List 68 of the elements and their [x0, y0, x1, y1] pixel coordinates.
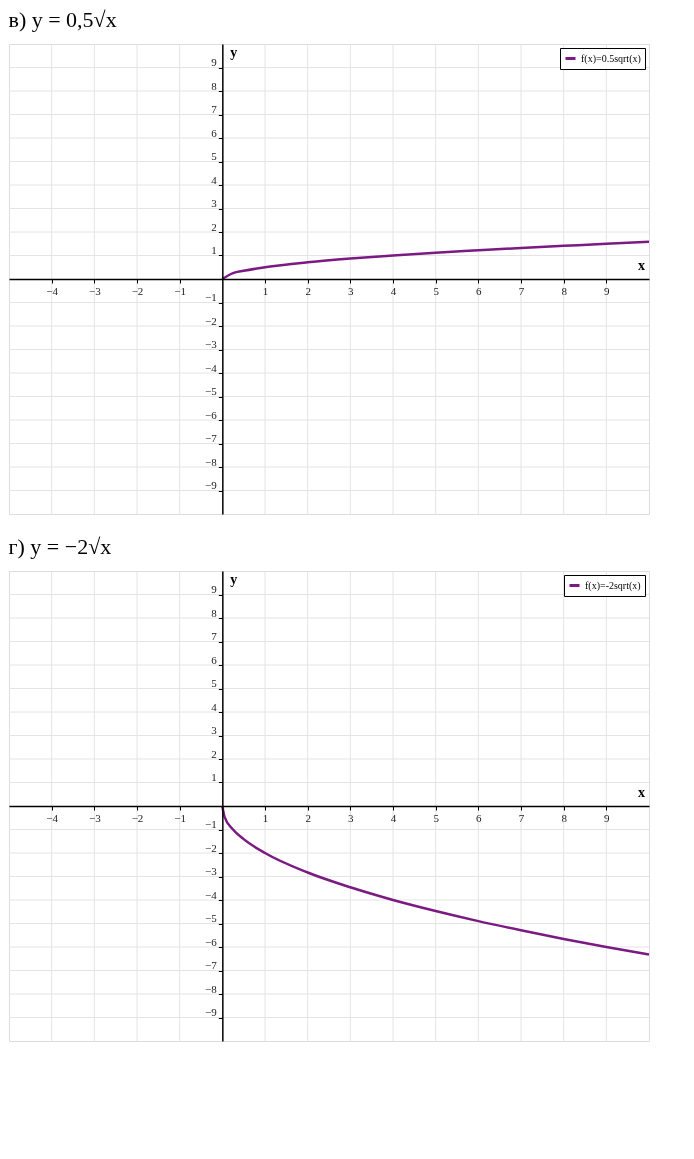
- y-tick-label: 1: [211, 244, 217, 256]
- x-tick-label: 3: [348, 284, 355, 297]
- y-tick-label: 8: [211, 79, 218, 92]
- y-tick-label: 4: [211, 173, 218, 186]
- y-tick-label: 2: [211, 747, 217, 760]
- x-tick-label: 9: [604, 811, 611, 824]
- y-tick-label: −8: [205, 455, 218, 468]
- y-tick-label: −6: [205, 408, 218, 421]
- legend-label: f(x)=-2sqrt(x): [585, 579, 641, 592]
- y-tick-label: 5: [211, 677, 218, 689]
- y-tick-label: −3: [205, 338, 218, 350]
- y-tick-label: 2: [211, 220, 217, 233]
- x-tick-label: 6: [476, 284, 483, 297]
- x-tick-label: −2: [131, 811, 144, 824]
- y-tick-label: −7: [205, 432, 218, 444]
- y-tick-label: 6: [211, 653, 218, 666]
- x-axis-title: x: [638, 258, 645, 273]
- x-tick-label: 4: [390, 284, 397, 297]
- y-tick-label: −2: [205, 314, 217, 327]
- x-tick-label: 1: [262, 284, 269, 297]
- x-tick-label: −3: [88, 811, 102, 824]
- y-tick-label: 4: [211, 700, 218, 713]
- x-tick-label: 2: [305, 811, 311, 824]
- y-tick-label: −9: [205, 479, 218, 491]
- x-tick-label: 6: [476, 811, 483, 824]
- y-tick-label: 7: [211, 103, 218, 115]
- y-tick-label: 7: [211, 630, 218, 642]
- x-tick-label: 7: [518, 284, 525, 297]
- y-tick-label: −2: [205, 841, 217, 854]
- x-axis-title: x: [638, 785, 645, 800]
- y-tick-label: −9: [205, 1006, 218, 1018]
- y-tick-label: −5: [205, 912, 218, 924]
- x-tick-label: 5: [433, 811, 440, 824]
- y-tick-label: −4: [205, 361, 218, 374]
- chart-title: г) y = −2√x: [8, 533, 112, 559]
- x-tick-label: −3: [88, 284, 102, 297]
- x-tick-label: 8: [561, 284, 568, 297]
- x-tick-label: −1: [174, 811, 187, 824]
- y-tick-label: 5: [211, 150, 218, 162]
- y-tick-label: 3: [211, 197, 218, 209]
- y-axis-title: y: [230, 572, 238, 587]
- y-tick-label: 1: [211, 771, 217, 783]
- x-tick-label: 4: [390, 811, 397, 824]
- chart-title: в) y = 0,5√x: [8, 6, 117, 32]
- y-tick-label: −8: [205, 982, 218, 995]
- x-tick-label: 9: [604, 284, 611, 297]
- x-tick-label: 1: [262, 811, 269, 824]
- y-tick-label: −5: [205, 385, 218, 397]
- x-tick-label: 3: [348, 811, 355, 824]
- x-tick-label: −1: [174, 284, 187, 297]
- y-tick-label: −6: [205, 935, 218, 948]
- x-tick-label: −2: [131, 284, 144, 297]
- y-axis-title: y: [230, 45, 238, 60]
- x-tick-label: 5: [433, 284, 440, 297]
- y-tick-label: −4: [205, 888, 218, 901]
- y-tick-label: 3: [211, 724, 218, 736]
- x-tick-label: 8: [561, 811, 568, 824]
- x-tick-label: 2: [305, 284, 311, 297]
- legend-label: f(x)=0.5sqrt(x): [581, 52, 641, 65]
- y-tick-label: 9: [211, 56, 218, 68]
- x-tick-label: −4: [46, 284, 59, 297]
- x-tick-label: −4: [46, 811, 59, 824]
- y-tick-label: −3: [205, 865, 218, 877]
- y-tick-label: 8: [211, 606, 218, 619]
- x-tick-label: 7: [518, 811, 525, 824]
- y-tick-label: 6: [211, 126, 218, 139]
- y-tick-label: −7: [205, 959, 218, 971]
- y-tick-label: 9: [211, 583, 218, 595]
